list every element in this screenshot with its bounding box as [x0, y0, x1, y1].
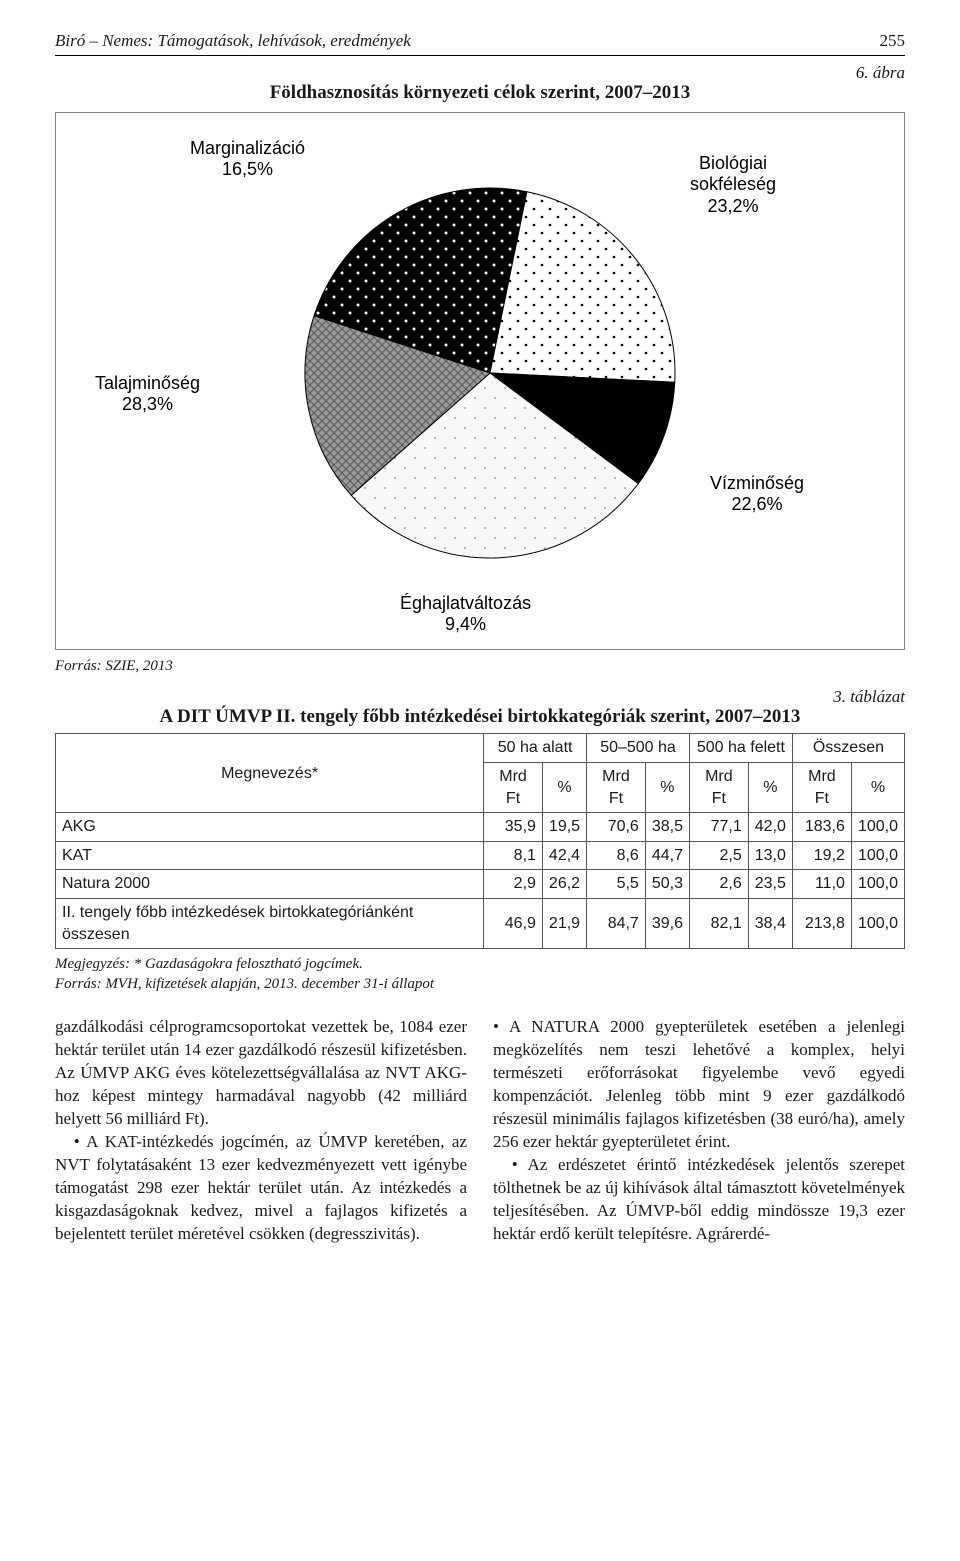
body-left-p2: • A KAT-intézkedés jogcímén, az ÚMVP ker… — [55, 1131, 467, 1246]
th-group-3: Összesen — [792, 734, 904, 763]
table-row: II. tengely főbb intézkedések birtokkate… — [56, 899, 905, 949]
running-head: Biró – Nemes: Támogatások, lehívások, er… — [55, 30, 905, 56]
pie-label-eghajlat: Éghajlatváltozás 9,4% — [400, 593, 531, 636]
th-sub-3: % — [645, 763, 689, 813]
th-sub-5: % — [748, 763, 792, 813]
pie-chart: Marginalizáció 16,5% Biológiai sokfélesé… — [70, 123, 890, 643]
row-cell: 8,1 — [484, 841, 543, 870]
th-group-1: 50–500 ha — [587, 734, 690, 763]
pie-label-biologiai: Biológiai sokféleség 23,2% — [690, 153, 776, 218]
page-number: 255 — [880, 30, 906, 53]
th-group-0: 50 ha alatt — [484, 734, 587, 763]
body-col-right: • A NATURA 2000 gyepterületek esetében a… — [493, 1016, 905, 1245]
th-sub-0: Mrd Ft — [484, 763, 543, 813]
row-cell: 39,6 — [645, 899, 689, 949]
th-sub-6: Mrd Ft — [792, 763, 851, 813]
row-cell: 38,4 — [748, 899, 792, 949]
row-cell: 44,7 — [645, 841, 689, 870]
row-cell: 19,2 — [792, 841, 851, 870]
row-cell: 19,5 — [542, 813, 586, 842]
table-caption: A DIT ÚMVP II. tengely főbb intézkedései… — [160, 706, 801, 727]
table-head: Megnevezés* 50 ha alatt 50–500 ha 500 ha… — [56, 734, 905, 813]
row-cell: 23,5 — [748, 870, 792, 899]
figure-header: 6. ábra Földhasznosítás környezeti célok… — [55, 80, 905, 106]
th-sub-1: % — [542, 763, 586, 813]
row-cell: 42,4 — [542, 841, 586, 870]
th-sub-4: Mrd Ft — [689, 763, 748, 813]
row-cell: 77,1 — [689, 813, 748, 842]
row-cell: 70,6 — [587, 813, 646, 842]
table-number: 3. táblázat — [833, 686, 905, 709]
th-sub-2: Mrd Ft — [587, 763, 646, 813]
figure-source: Forrás: SZIE, 2013 — [55, 656, 905, 676]
th-megnevezes: Megnevezés* — [56, 734, 484, 813]
pie-slices — [305, 188, 675, 558]
pie-label-talaj: Talajminőség 28,3% — [95, 373, 200, 416]
body-col-left: gazdálkodási célprogramcsoportokat vezet… — [55, 1016, 467, 1245]
row-cell: 21,9 — [542, 899, 586, 949]
row-cell: 26,2 — [542, 870, 586, 899]
row-label: KAT — [56, 841, 484, 870]
row-cell: 2,5 — [689, 841, 748, 870]
row-cell: 11,0 — [792, 870, 851, 899]
row-cell: 100,0 — [851, 870, 904, 899]
pie-label-vizminoseg: Vízminőség 22,6% — [710, 473, 804, 516]
row-cell: 100,0 — [851, 813, 904, 842]
table-row: Natura 20002,926,25,550,32,623,511,0100,… — [56, 870, 905, 899]
row-cell: 2,9 — [484, 870, 543, 899]
th-sub-7: % — [851, 763, 904, 813]
table-note-2: Forrás: MVH, kifizetések alapján, 2013. … — [55, 976, 434, 992]
figure-caption: Földhasznosítás környezeti célok szerint… — [270, 80, 691, 106]
row-cell: 50,3 — [645, 870, 689, 899]
table-header: 3. táblázat A DIT ÚMVP II. tengely főbb … — [55, 704, 905, 730]
row-label: II. tengely főbb intézkedések birtokkate… — [56, 899, 484, 949]
row-cell: 2,6 — [689, 870, 748, 899]
figure-number: 6. ábra — [856, 62, 905, 85]
figure-frame: Marginalizáció 16,5% Biológiai sokfélesé… — [55, 112, 905, 650]
row-cell: 100,0 — [851, 899, 904, 949]
row-cell: 82,1 — [689, 899, 748, 949]
running-head-text: Biró – Nemes: Támogatások, lehívások, er… — [55, 30, 411, 53]
pie-svg — [290, 173, 690, 573]
pie-label-marginal: Marginalizáció 16,5% — [190, 138, 305, 181]
row-cell: 213,8 — [792, 899, 851, 949]
row-cell: 100,0 — [851, 841, 904, 870]
row-label: Natura 2000 — [56, 870, 484, 899]
body-columns: gazdálkodási célprogramcsoportokat vezet… — [55, 1016, 905, 1245]
row-cell: 38,5 — [645, 813, 689, 842]
table-body: AKG35,919,570,638,577,142,0183,6100,0KAT… — [56, 813, 905, 949]
table-note-1: Megjegyzés: * Gazdaságokra felosztható j… — [55, 956, 363, 972]
row-cell: 35,9 — [484, 813, 543, 842]
row-label: AKG — [56, 813, 484, 842]
row-cell: 42,0 — [748, 813, 792, 842]
row-cell: 5,5 — [587, 870, 646, 899]
body-left-p1: gazdálkodási célprogramcsoportokat vezet… — [55, 1016, 467, 1131]
body-right-p2: • Az erdészetet érintő intézkedések jele… — [493, 1154, 905, 1246]
row-cell: 13,0 — [748, 841, 792, 870]
row-cell: 46,9 — [484, 899, 543, 949]
row-cell: 84,7 — [587, 899, 646, 949]
th-group-2: 500 ha felett — [689, 734, 792, 763]
table-row: KAT8,142,48,644,72,513,019,2100,0 — [56, 841, 905, 870]
data-table: Megnevezés* 50 ha alatt 50–500 ha 500 ha… — [55, 733, 905, 949]
row-cell: 8,6 — [587, 841, 646, 870]
body-right-p1: • A NATURA 2000 gyepterületek esetében a… — [493, 1016, 905, 1154]
table-note: Megjegyzés: * Gazdaságokra felosztható j… — [55, 955, 905, 994]
table-row: AKG35,919,570,638,577,142,0183,6100,0 — [56, 813, 905, 842]
row-cell: 183,6 — [792, 813, 851, 842]
